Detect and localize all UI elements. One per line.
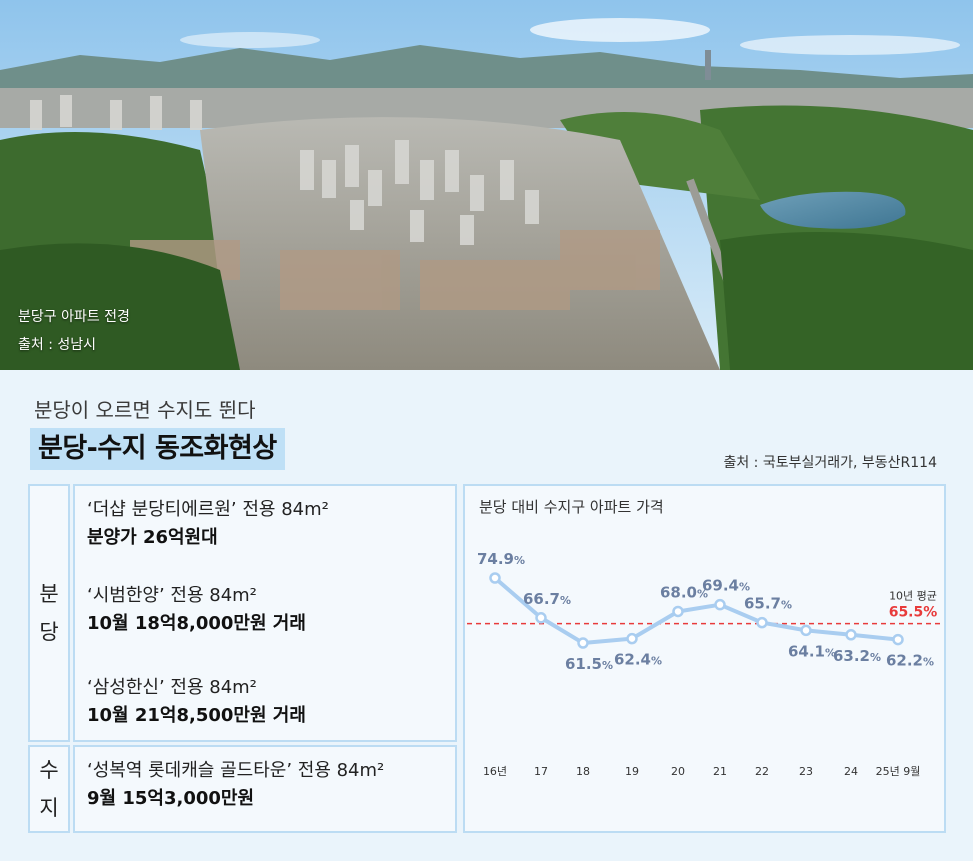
- series-line: [493, 576, 899, 645]
- photo-caption-source: 출처 : 성남시: [18, 337, 97, 353]
- data-label: 64.1%: [788, 642, 836, 660]
- list-item: ‘성복역 롯데캐슬 골드타운’ 전용 84m² 9월 15억3,000만원: [87, 757, 384, 813]
- apartment-name: ‘시범한양’ 전용 84m²: [87, 585, 257, 606]
- average-line-value: 65.5%: [889, 605, 938, 621]
- data-point: [626, 632, 638, 645]
- subtitle: 분당이 오르면 수지도 뛴다: [34, 398, 256, 422]
- aerial-photo: 분당구 아파트 전경 출처 : 성남시: [0, 0, 973, 370]
- x-tick-label: 25년 9월: [876, 765, 921, 778]
- data-label: 68.0%: [660, 583, 708, 601]
- data-label: 62.4%: [614, 651, 662, 669]
- x-tick-label: 18: [576, 765, 590, 778]
- row-label-suji: 수 지: [28, 745, 70, 833]
- data-label: 62.2%: [886, 652, 934, 670]
- apartment-name: ‘더샵 분당티에르원’ 전용 84m²: [87, 499, 329, 520]
- row-label-char: 지: [39, 796, 59, 820]
- row-label-char: 분: [39, 582, 59, 606]
- x-tick-label: 22: [755, 765, 769, 778]
- data-point: [489, 572, 501, 584]
- apartment-name: ‘삼성한신’ 전용 84m²: [87, 677, 257, 698]
- row-label-char: 당: [39, 620, 59, 644]
- data-point: [535, 612, 547, 624]
- suji-entries: ‘성복역 롯데캐슬 골드타운’ 전용 84m² 9월 15억3,000만원: [73, 745, 457, 833]
- line-chart: 10년 평균 65.5% 74.9% 66.7% 61.5% 62.4% 68.0%69.4…: [467, 550, 942, 778]
- average-line-name: 10년 평균: [889, 590, 937, 603]
- x-tick-label: 16년: [483, 765, 507, 778]
- data-label: 74.9%: [477, 550, 525, 568]
- data-point: [672, 605, 684, 618]
- data-point: [845, 629, 857, 641]
- chart-panel: 분당 대비 수지구 아파트 가격 10년 평균 65.5% 74.9% 66.7% 61…: [463, 484, 946, 833]
- x-tick-label: 19: [625, 765, 639, 778]
- bundang-entries: ‘더샵 분당티에르원’ 전용 84m² 분양가 26억원대 ‘시범한양’ 전용 …: [73, 484, 457, 742]
- data-label: 66.7%: [523, 590, 571, 608]
- data-point: [756, 616, 768, 629]
- apartment-name: ‘성복역 롯데캐슬 골드타운’ 전용 84m²: [87, 760, 385, 781]
- data-source: 출처 : 국토부실거래가, 부동산R114: [723, 455, 937, 471]
- photo-caption-title: 분당구 아파트 전경: [18, 309, 130, 325]
- chart-title: 분당 대비 수지구 아파트 가격: [479, 498, 664, 516]
- data-label: 65.7%: [744, 595, 792, 613]
- row-label-bundang: 분 당: [28, 484, 70, 742]
- row-label-char: 수: [39, 758, 59, 782]
- data-point: [577, 637, 589, 649]
- data-label: 63.2%: [833, 647, 881, 665]
- data-label: 61.5%: [565, 655, 613, 673]
- list-item: ‘시범한양’ 전용 84m² 10월 18억8,000만원 거래: [87, 582, 306, 638]
- list-item: ‘삼성한신’ 전용 84m² 10월 21억8,500만원 거래: [87, 674, 306, 730]
- data-point: [714, 598, 726, 611]
- data-point: [892, 633, 904, 646]
- page-title: 분당-수지 동조화현상: [30, 428, 285, 470]
- apartment-price: 9월 15억3,000만원: [87, 788, 255, 809]
- x-tick-label: 23: [799, 765, 813, 778]
- apartment-price: 10월 21억8,500만원 거래: [87, 705, 306, 726]
- apartment-price: 10월 18억8,000만원 거래: [87, 613, 306, 634]
- data-label: 69.4%: [702, 577, 750, 595]
- x-tick-label: 20: [671, 765, 685, 778]
- list-item: ‘더샵 분당티에르원’ 전용 84m² 분양가 26억원대: [87, 496, 329, 552]
- x-tick-label: 17: [534, 765, 548, 778]
- data-point: [800, 624, 812, 637]
- x-tick-label: 24: [844, 765, 858, 778]
- apartment-price: 분양가 26억원대: [87, 527, 218, 548]
- x-tick-label: 21: [713, 765, 727, 778]
- aerial-photo-illustration: [0, 0, 973, 370]
